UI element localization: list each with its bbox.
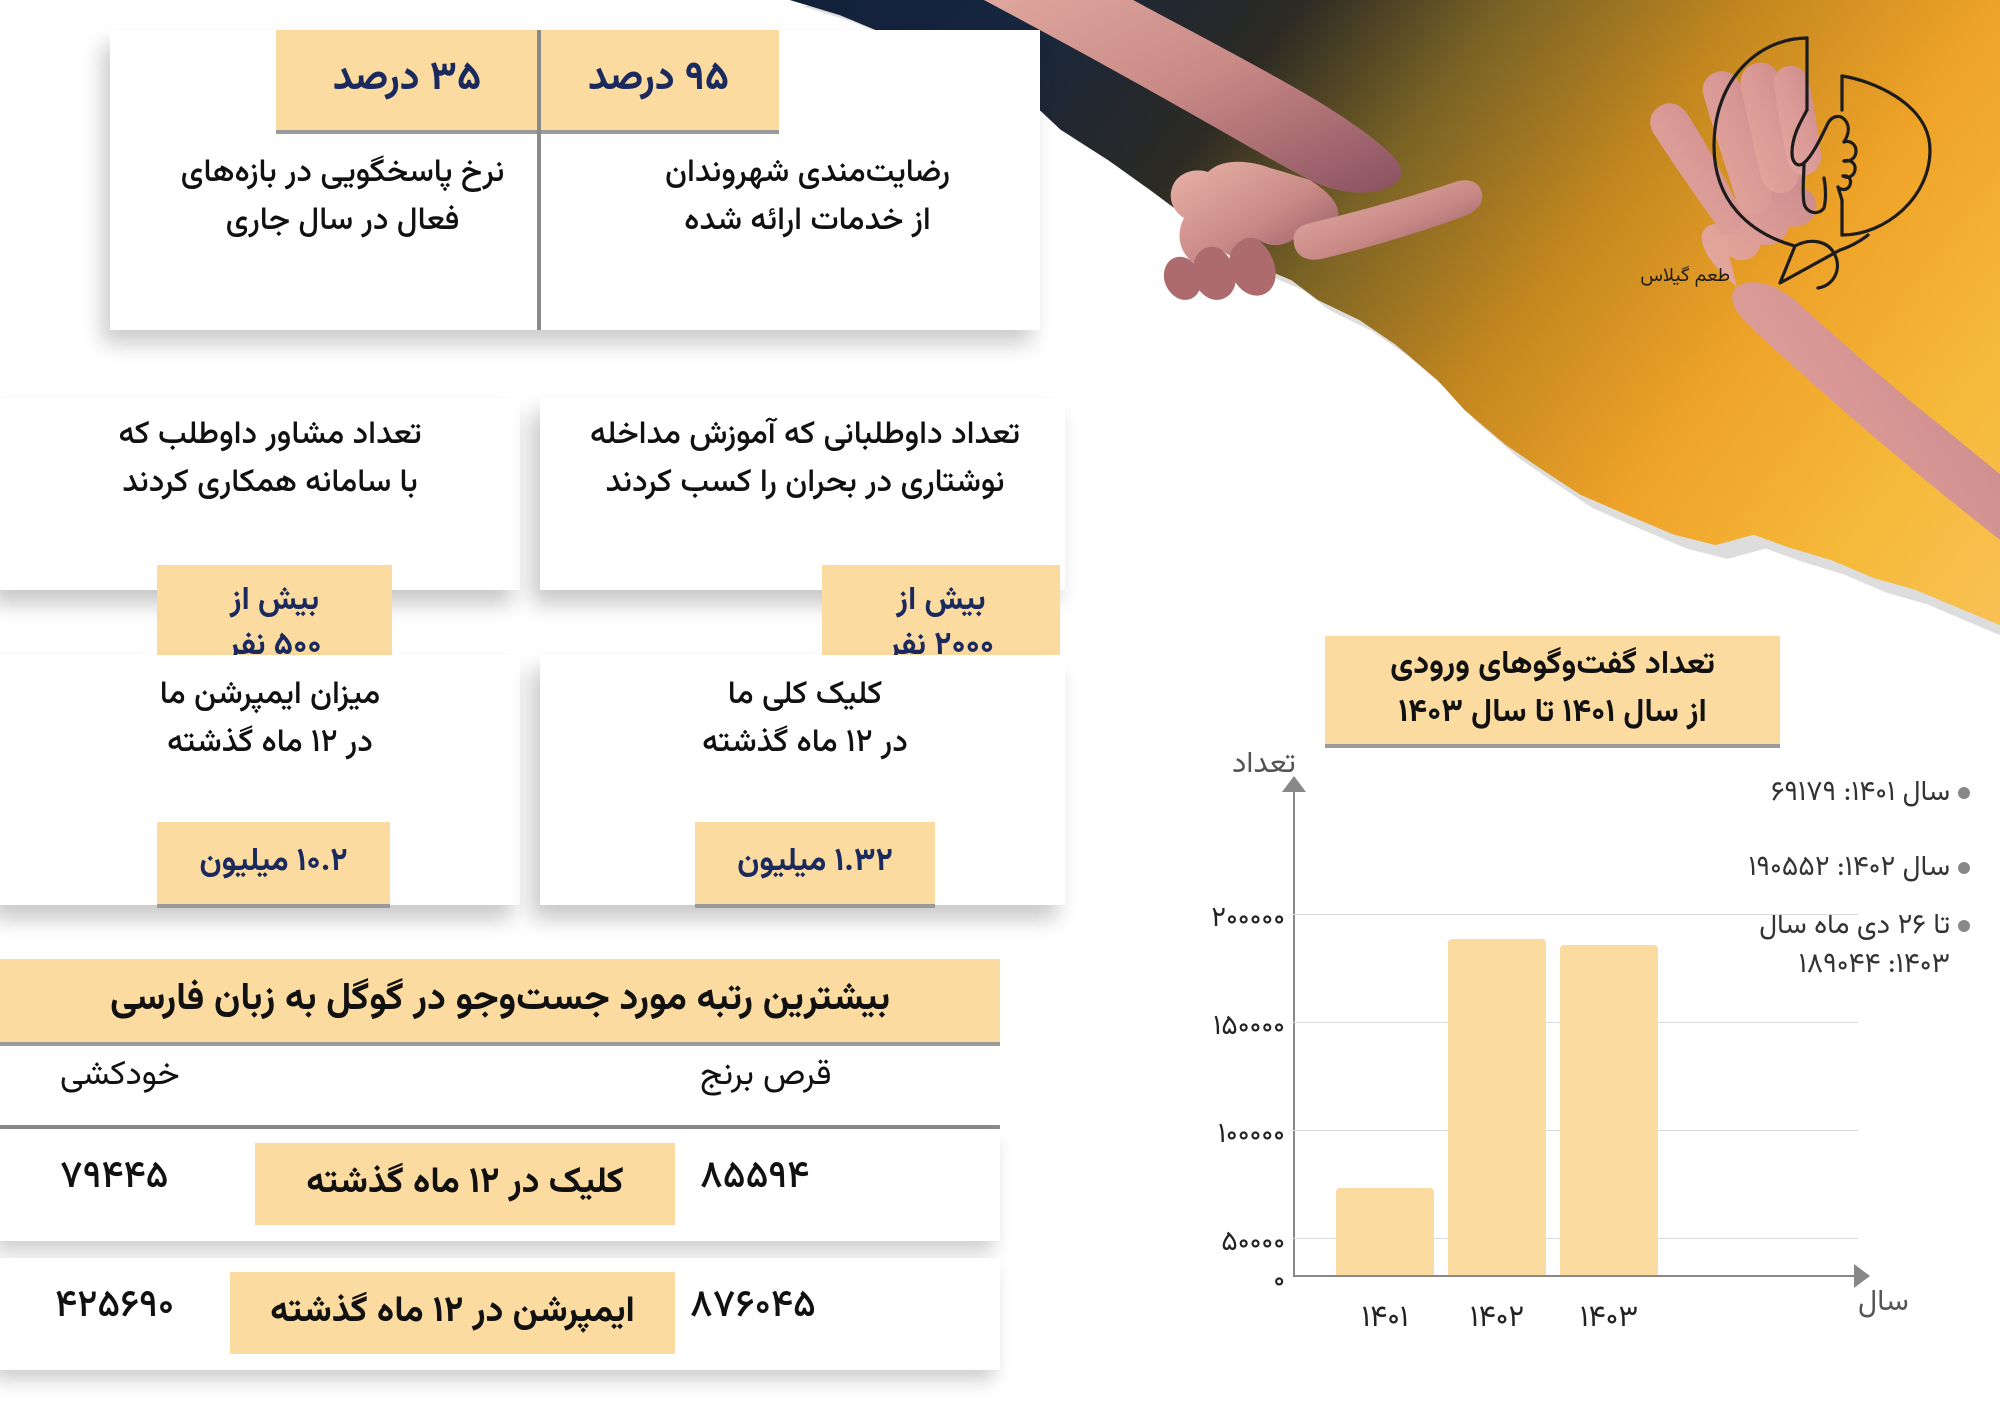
svg-text:طعم گیلاس: طعم گیلاس	[1640, 263, 1730, 292]
